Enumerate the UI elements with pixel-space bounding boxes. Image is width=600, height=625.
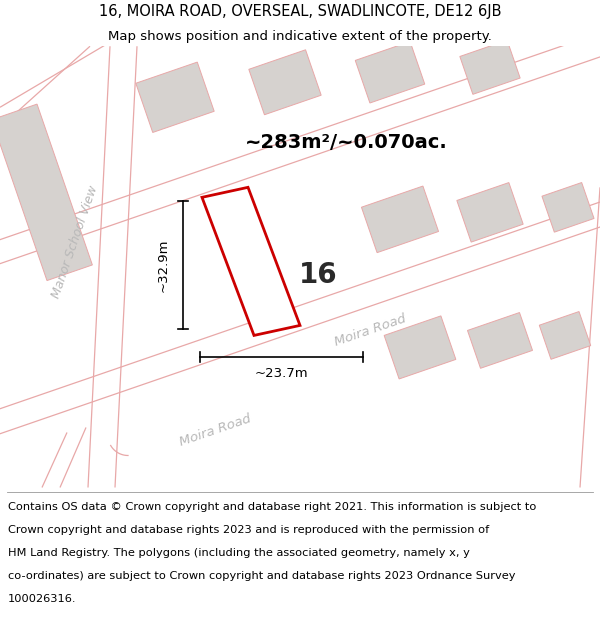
Text: Moira Road: Moira Road — [332, 312, 407, 349]
Text: 16, MOIRA ROAD, OVERSEAL, SWADLINCOTE, DE12 6JB: 16, MOIRA ROAD, OVERSEAL, SWADLINCOTE, D… — [99, 4, 501, 19]
Polygon shape — [467, 312, 533, 368]
Polygon shape — [384, 316, 456, 379]
Polygon shape — [457, 182, 523, 242]
Polygon shape — [539, 311, 591, 359]
Polygon shape — [136, 62, 214, 132]
Text: Manor School View: Manor School View — [50, 184, 100, 301]
Text: ~23.7m: ~23.7m — [254, 367, 308, 380]
Text: co-ordinates) are subject to Crown copyright and database rights 2023 Ordnance S: co-ordinates) are subject to Crown copyr… — [8, 571, 515, 581]
Polygon shape — [460, 40, 520, 94]
Text: Contains OS data © Crown copyright and database right 2021. This information is : Contains OS data © Crown copyright and d… — [8, 502, 536, 512]
Polygon shape — [202, 188, 300, 336]
Text: ~283m²/~0.070ac.: ~283m²/~0.070ac. — [245, 132, 448, 152]
Text: Map shows position and indicative extent of the property.: Map shows position and indicative extent… — [108, 29, 492, 42]
Text: Crown copyright and database rights 2023 and is reproduced with the permission o: Crown copyright and database rights 2023… — [8, 525, 489, 535]
Polygon shape — [542, 182, 594, 232]
Polygon shape — [0, 104, 92, 281]
Polygon shape — [361, 186, 439, 253]
Polygon shape — [249, 50, 321, 115]
Polygon shape — [355, 41, 425, 103]
Text: HM Land Registry. The polygons (including the associated geometry, namely x, y: HM Land Registry. The polygons (includin… — [8, 548, 470, 558]
Text: ~32.9m: ~32.9m — [157, 239, 170, 292]
Text: Moira Road: Moira Road — [178, 412, 253, 449]
Text: 16: 16 — [299, 261, 337, 289]
Text: 100026316.: 100026316. — [8, 594, 76, 604]
